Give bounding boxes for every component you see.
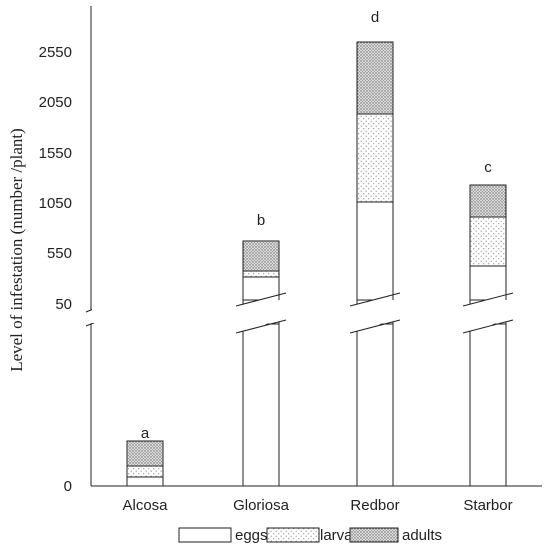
bar-starbor-adults (469, 184, 507, 218)
break-line-starbor-top (462, 292, 514, 307)
y-axis-label: Level of infestation (number /plant) (7, 128, 26, 372)
y-tick-upper-4: 550 (47, 245, 72, 262)
break-line-redbor-top (349, 292, 401, 307)
bar-redbor-eggs-upper (356, 201, 394, 301)
bar-starbor-eggs-lower (469, 323, 507, 487)
y-tick-upper-0: 2550 (39, 44, 72, 61)
sig-letter-gloriosa: b (257, 212, 265, 229)
y-tick-upper-2: 1550 (39, 145, 72, 162)
x-category-alcosa: Alcosa (122, 497, 168, 514)
legend-swatch-larva (266, 527, 320, 543)
break-line-gloriosa-bottom (235, 319, 287, 334)
legend: eggs larva adults (178, 527, 442, 544)
legend-label-larva: larva (320, 527, 353, 544)
break-line-starbor-bottom (462, 319, 514, 334)
bars-group (90, 6, 542, 487)
bar-alcosa-larva (126, 465, 164, 478)
break-gap-band (92, 301, 542, 323)
y-tick-upper-5: 50 (55, 296, 72, 313)
bar-gloriosa-adults (242, 240, 280, 272)
bar-redbor-adults (356, 41, 394, 115)
sig-letter-alcosa: a (141, 425, 150, 442)
break-line-gloriosa-top (235, 292, 287, 307)
bar-gloriosa-eggs-lower (242, 323, 280, 487)
y-tick-lower-0: 0 (64, 478, 72, 495)
legend-swatch-eggs (178, 527, 232, 543)
bar-starbor-larva (469, 216, 507, 267)
bar-gloriosa-larva (242, 270, 280, 278)
x-category-starbor: Starbor (463, 497, 512, 514)
sig-letter-redbor: d (371, 9, 379, 26)
bar-redbor-larva (356, 113, 394, 203)
legend-swatch-adults (349, 527, 399, 543)
bar-alcosa-eggs (126, 476, 164, 487)
legend-label-adults: adults (402, 527, 442, 544)
x-category-redbor: Redbor (350, 497, 399, 514)
x-category-gloriosa: Gloriosa (233, 497, 290, 514)
bar-starbor-eggs-upper (469, 265, 507, 301)
break-line-redbor-bottom (349, 319, 401, 334)
sig-letter-starbor: c (484, 159, 492, 176)
bar-alcosa-adults (126, 440, 164, 467)
y-tick-upper-1: 2050 (39, 94, 72, 111)
bar-redbor-eggs-lower (356, 323, 394, 487)
y-tick-upper-3: 1050 (39, 195, 72, 212)
legend-label-eggs: eggs (235, 527, 268, 544)
